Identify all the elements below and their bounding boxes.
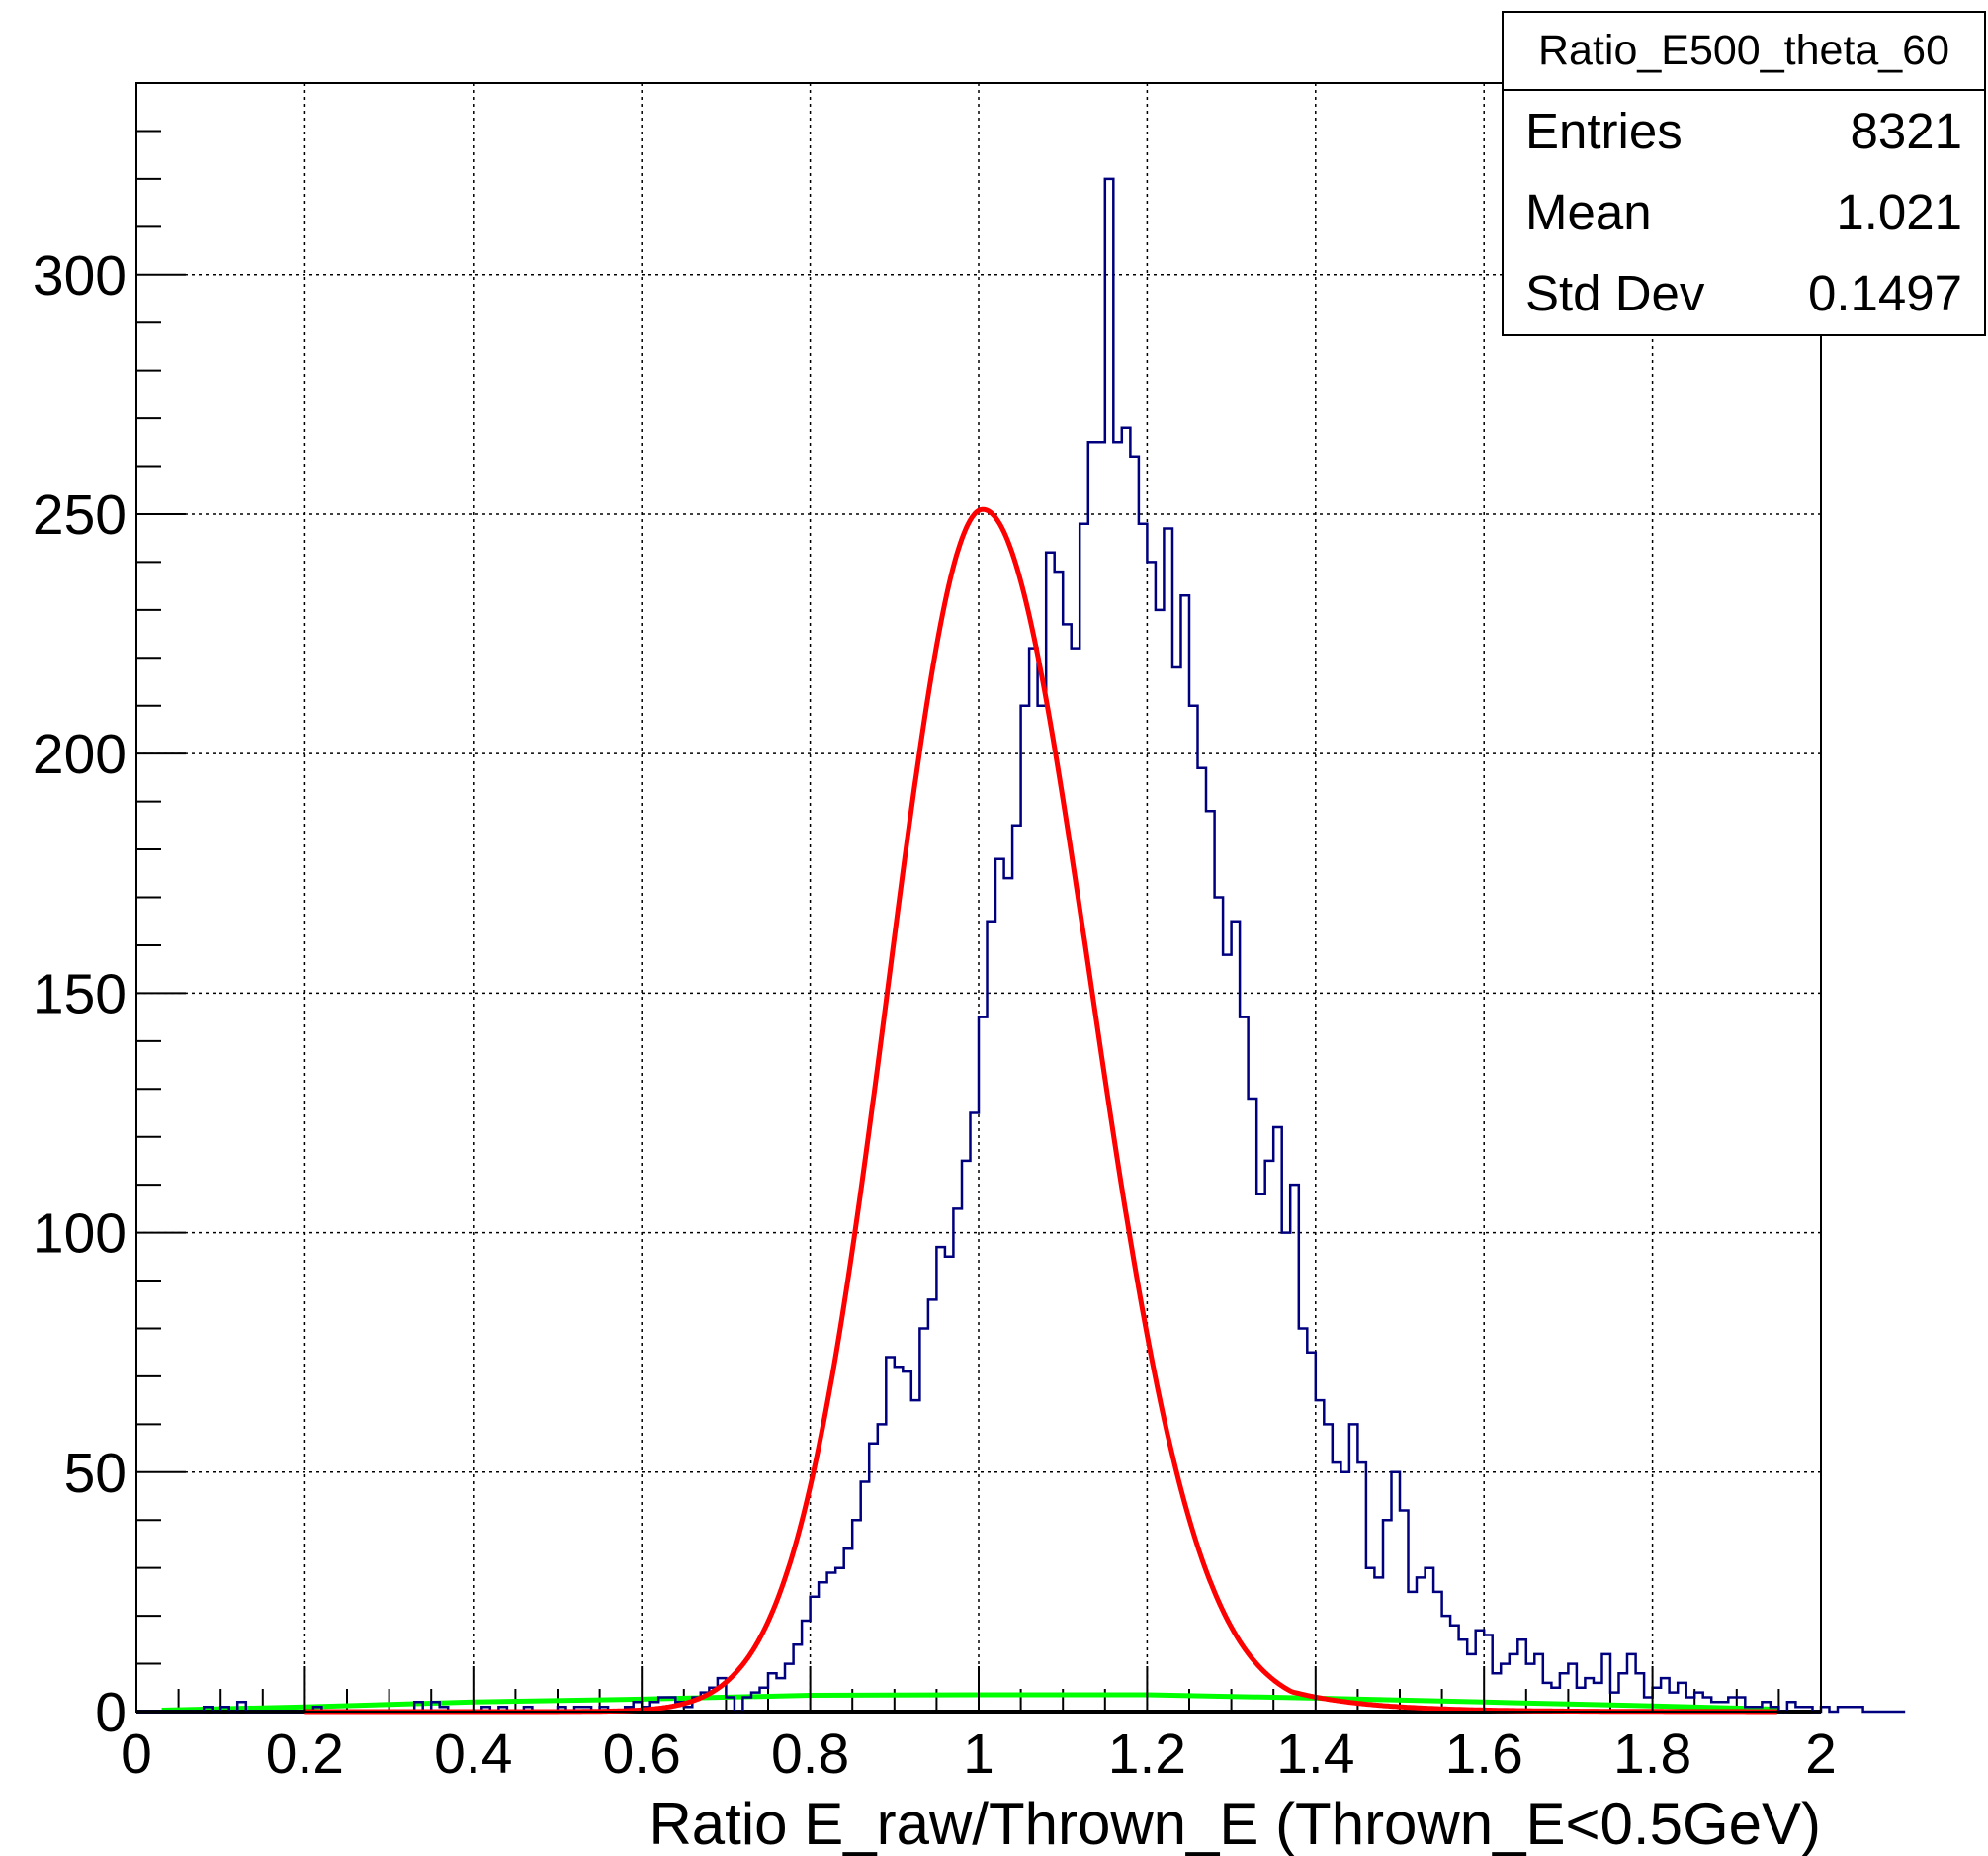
stats-row-entries: Entries 8321 [1504, 91, 1984, 172]
y-tick-label: 100 [33, 1202, 127, 1266]
y-tick-label: 0 [95, 1681, 127, 1744]
x-tick-label: 1.8 [1613, 1723, 1691, 1786]
x-tick-label: 0.8 [771, 1723, 849, 1786]
grid [136, 83, 1821, 1712]
histogram-series [136, 177, 1906, 1714]
x-axis-title: Ratio E_raw/Thrown_E (Thrown_E<0.5GeV) [648, 1791, 1821, 1856]
y-tick-label: 50 [64, 1442, 127, 1505]
x-tick-label: 0.4 [434, 1723, 512, 1786]
fit-curve-series [304, 506, 1777, 1715]
x-tick-label: 1.2 [1108, 1723, 1186, 1786]
x-tick-label: 0.6 [603, 1723, 681, 1786]
y-axis: 0 50 100 150 200 250 300 [33, 244, 186, 1744]
y-tick-label: 150 [33, 962, 127, 1025]
x-tick-label: 0.2 [266, 1723, 344, 1786]
x-tick-label: 1.4 [1276, 1723, 1354, 1786]
y-tick-label: 200 [33, 723, 127, 786]
x-axis: 0 0.2 0.4 0.6 0.8 1 1.2 1.4 1.6 1.8 2 [121, 1666, 1837, 1786]
x-tick-label: 2 [1805, 1723, 1837, 1786]
y-tick-label: 250 [33, 484, 127, 547]
stats-title: Ratio_E500_theta_60 [1504, 13, 1984, 91]
stats-label: Mean [1525, 184, 1652, 240]
stats-value: 1.021 [1836, 184, 1962, 240]
stats-row-std-dev: Std Dev 0.1497 [1504, 253, 1984, 334]
stats-value: 8321 [1850, 103, 1962, 159]
stats-row-mean: Mean 1.021 [1504, 172, 1984, 253]
stats-label: Std Dev [1525, 265, 1705, 321]
fit-curve [304, 506, 1777, 1715]
x-tick-label: 1 [963, 1723, 994, 1786]
x-tick-label: 0 [121, 1723, 152, 1786]
x-tick-label: 1.6 [1445, 1723, 1523, 1786]
background-line [161, 1692, 1779, 1713]
stats-value: 0.1497 [1808, 265, 1962, 321]
stats-box: Ratio_E500_theta_60 Entries 8321 Mean 1.… [1502, 11, 1986, 336]
stats-label: Entries [1525, 103, 1683, 159]
y-tick-label: 300 [33, 244, 127, 308]
histogram-bins [136, 177, 1906, 1714]
